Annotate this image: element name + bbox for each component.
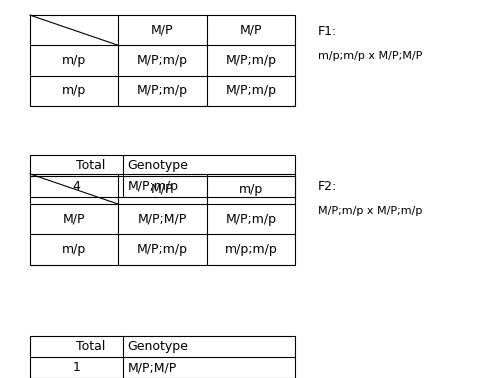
Text: m/p: m/p bbox=[62, 54, 86, 67]
Text: m/p: m/p bbox=[238, 183, 263, 195]
Text: 1: 1 bbox=[72, 361, 80, 374]
Text: M/P: M/P bbox=[151, 183, 174, 195]
Text: m/p;m/p: m/p;m/p bbox=[224, 243, 277, 256]
Bar bbox=[30, 15, 295, 106]
Bar bbox=[30, 155, 295, 197]
Text: M/P;m/p: M/P;m/p bbox=[226, 213, 276, 226]
Text: F1:: F1: bbox=[318, 25, 337, 37]
Text: M/P;m/p: M/P;m/p bbox=[226, 54, 276, 67]
Bar bbox=[30, 336, 295, 378]
Text: 4: 4 bbox=[72, 180, 80, 193]
Text: M/P;m/p: M/P;m/p bbox=[137, 243, 188, 256]
Text: M/P;m/p: M/P;m/p bbox=[137, 84, 188, 97]
Text: M/P;M/P: M/P;M/P bbox=[128, 361, 177, 374]
Text: M/P;m/p: M/P;m/p bbox=[226, 84, 276, 97]
Text: M/P;m/p: M/P;m/p bbox=[137, 54, 188, 67]
Text: M/P;m/p: M/P;m/p bbox=[128, 180, 179, 193]
Text: M/P;M/P: M/P;M/P bbox=[138, 213, 187, 226]
Text: Genotype: Genotype bbox=[128, 159, 188, 172]
Text: Total: Total bbox=[76, 159, 106, 172]
Text: M/P: M/P bbox=[240, 24, 262, 37]
Text: M/P;m/p x M/P;m/p: M/P;m/p x M/P;m/p bbox=[318, 206, 422, 216]
Text: F2:: F2: bbox=[318, 180, 337, 192]
Text: m/p: m/p bbox=[62, 84, 86, 97]
Text: m/p: m/p bbox=[62, 243, 86, 256]
Text: Total: Total bbox=[76, 340, 106, 353]
Text: m/p;m/p x M/P;M/P: m/p;m/p x M/P;M/P bbox=[318, 51, 422, 61]
Text: M/P: M/P bbox=[151, 24, 174, 37]
Text: Genotype: Genotype bbox=[128, 340, 188, 353]
Text: M/P: M/P bbox=[63, 213, 86, 226]
Bar bbox=[30, 174, 295, 265]
